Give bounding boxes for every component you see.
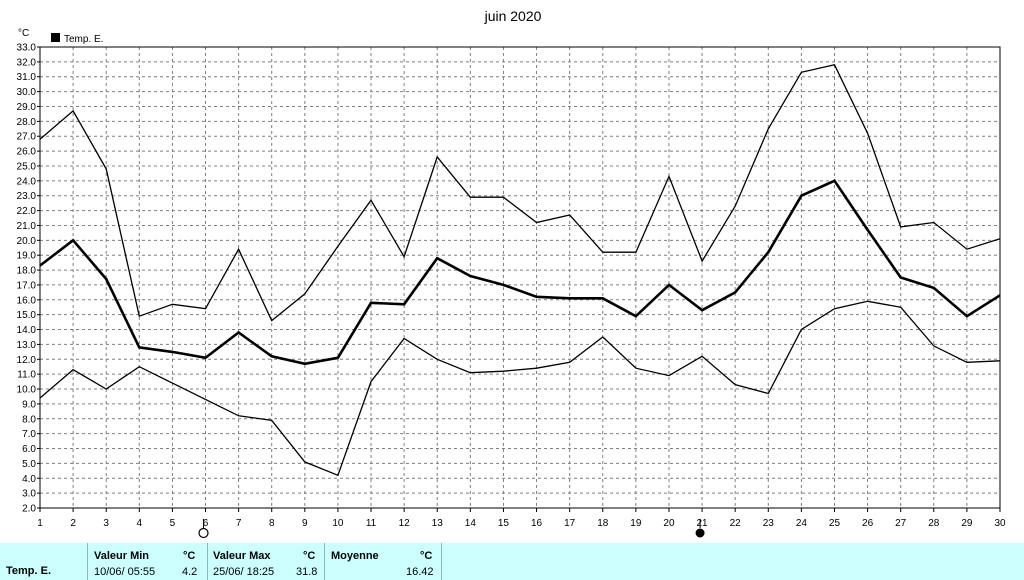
y-tick-label: 11.0 xyxy=(17,370,36,381)
series-line-max xyxy=(39,64,1001,322)
x-tick-label: 7 xyxy=(236,518,242,529)
x-tick-label: 20 xyxy=(663,518,675,529)
x-tick-label: 18 xyxy=(597,518,609,529)
x-tick-label: 21 xyxy=(697,518,709,529)
x-tick-label: 10 xyxy=(332,518,344,529)
x-tick-label: 28 xyxy=(928,518,940,529)
chart-grid xyxy=(40,47,1000,508)
y-tick-label: 32.0 xyxy=(17,57,37,68)
average-header: Moyenne xyxy=(331,550,379,562)
y-tick-label: 14.0 xyxy=(17,325,37,336)
max-value: 31.8 xyxy=(296,566,318,578)
x-axis-ticks: 1 2 3 4 5 6 7 8 9 10 11 12 13 14 15 16 17 18 19 20 21 22 23 24 2… xyxy=(37,508,1006,529)
min-value: 4.2 xyxy=(182,566,198,578)
max-value-header: Valeur Max xyxy=(213,550,271,562)
y-tick-label: 3.0 xyxy=(22,489,36,500)
x-tick-label: 23 xyxy=(763,518,775,529)
min-unit-header: °C xyxy=(183,550,196,562)
x-tick-label: 3 xyxy=(103,518,109,529)
y-tick-label: 15.0 xyxy=(17,310,37,321)
x-tick-label: 22 xyxy=(730,518,742,529)
y-tick-label: 20.0 xyxy=(17,236,37,247)
min-value-header: Valeur Min xyxy=(94,550,150,562)
x-tick-label: 9 xyxy=(302,518,308,529)
plot-frame xyxy=(39,46,1001,509)
y-tick-label: 21.0 xyxy=(17,221,37,232)
y-tick-label: 23.0 xyxy=(17,191,37,202)
stats-row-label: Temp. E. xyxy=(6,565,52,577)
stats-separator xyxy=(324,543,325,580)
average-unit-header: °C xyxy=(420,550,433,562)
series-lines xyxy=(39,64,1001,477)
y-tick-label: 30.0 xyxy=(17,87,37,98)
y-tick-label: 12.0 xyxy=(17,355,37,366)
x-tick-label: 25 xyxy=(829,518,841,529)
x-tick-label: 24 xyxy=(796,518,808,529)
series-line-min xyxy=(39,300,1001,477)
y-tick-label: 28.0 xyxy=(17,117,37,128)
average-value: 16.42 xyxy=(406,566,434,578)
y-tick-label: 22.0 xyxy=(17,206,37,217)
moon-phase-markers xyxy=(198,519,705,539)
y-tick-label: 25.0 xyxy=(17,161,37,172)
y-tick-label: 2.0 xyxy=(22,504,36,515)
y-tick-label: 5.0 xyxy=(22,459,36,470)
max-date: 25/06/ 18:25 xyxy=(213,566,275,578)
x-tick-label: 13 xyxy=(432,518,444,529)
y-tick-label: 7.0 xyxy=(22,429,36,440)
y-tick-label: 16.0 xyxy=(17,295,37,306)
y-tick-label: 18.0 xyxy=(17,266,37,277)
series-line-mean xyxy=(39,179,1001,366)
x-tick-label: 14 xyxy=(465,518,477,529)
temperature-chart: juin 2020 °C Temp. E. 2.0 3.0 4.0 5.0 6.0 7.0… xyxy=(17,8,1006,539)
x-tick-label: 4 xyxy=(137,518,143,529)
y-tick-label: 4.0 xyxy=(22,474,36,485)
y-tick-label: 9.0 xyxy=(22,399,36,410)
x-tick-label: 19 xyxy=(630,518,642,529)
y-tick-label: 10.0 xyxy=(17,385,37,396)
x-tick-label: 30 xyxy=(994,518,1006,529)
x-tick-label: 11 xyxy=(366,518,377,529)
y-tick-label: 6.0 xyxy=(22,444,36,455)
y-tick-label: 26.0 xyxy=(17,147,37,158)
x-tick-label: 2 xyxy=(70,518,76,529)
max-unit-header: °C xyxy=(303,550,316,562)
y-axis-ticks: 2.0 3.0 4.0 5.0 6.0 7.0 8.0 9.0 10.0 11.0 12.0 13.0… xyxy=(17,43,40,515)
stats-separator xyxy=(441,543,442,580)
y-tick-label: 17.0 xyxy=(17,280,37,291)
y-tick-label: 8.0 xyxy=(22,414,36,425)
x-tick-label: 26 xyxy=(862,518,874,529)
y-tick-label: 31.0 xyxy=(17,72,37,83)
full-moon-icon xyxy=(198,527,209,539)
x-tick-label: 6 xyxy=(203,518,209,529)
y-tick-label: 27.0 xyxy=(17,132,37,143)
y-tick-label: 33.0 xyxy=(17,43,37,54)
y-tick-label: 29.0 xyxy=(17,102,37,113)
x-tick-label: 5 xyxy=(170,518,176,529)
stats-separator xyxy=(87,543,88,580)
x-tick-label: 29 xyxy=(961,518,973,529)
legend-label: Temp. E. xyxy=(64,34,103,45)
chart-title: juin 2020 xyxy=(484,8,542,24)
y-tick-label: 19.0 xyxy=(17,251,37,262)
y-tick-label: 24.0 xyxy=(17,176,37,187)
new-moon-icon xyxy=(695,528,705,538)
y-tick-label: 13.0 xyxy=(17,340,37,351)
x-tick-label: 16 xyxy=(531,518,543,529)
x-tick-label: 27 xyxy=(895,518,907,529)
x-tick-label: 8 xyxy=(269,518,275,529)
min-date: 10/06/ 05:55 xyxy=(94,566,156,578)
stats-separator xyxy=(207,543,208,580)
y-axis-unit-label: °C xyxy=(18,28,29,39)
x-tick-label: 15 xyxy=(498,518,510,529)
legend-swatch xyxy=(51,33,60,42)
x-tick-label: 1 xyxy=(37,518,43,529)
stats-panel: Temp. E. Valeur Min °C 10/06/ 05:55 4.2 … xyxy=(0,543,1024,580)
x-tick-label: 12 xyxy=(399,518,411,529)
x-tick-label: 17 xyxy=(564,518,576,529)
